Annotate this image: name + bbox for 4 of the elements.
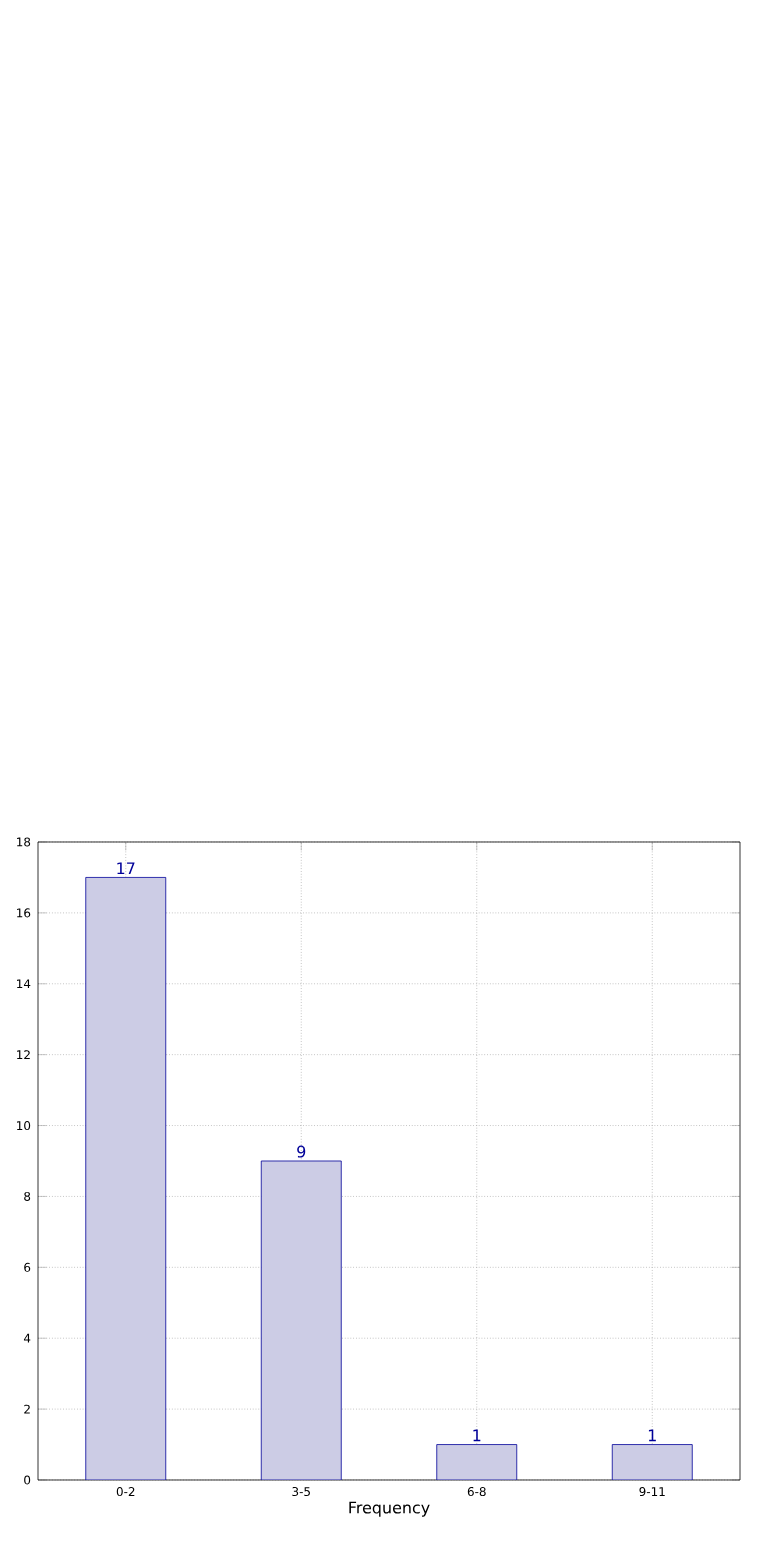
bar	[611, 1444, 693, 1480]
bar	[436, 1444, 518, 1480]
bar	[260, 1160, 342, 1480]
bar	[85, 877, 167, 1480]
